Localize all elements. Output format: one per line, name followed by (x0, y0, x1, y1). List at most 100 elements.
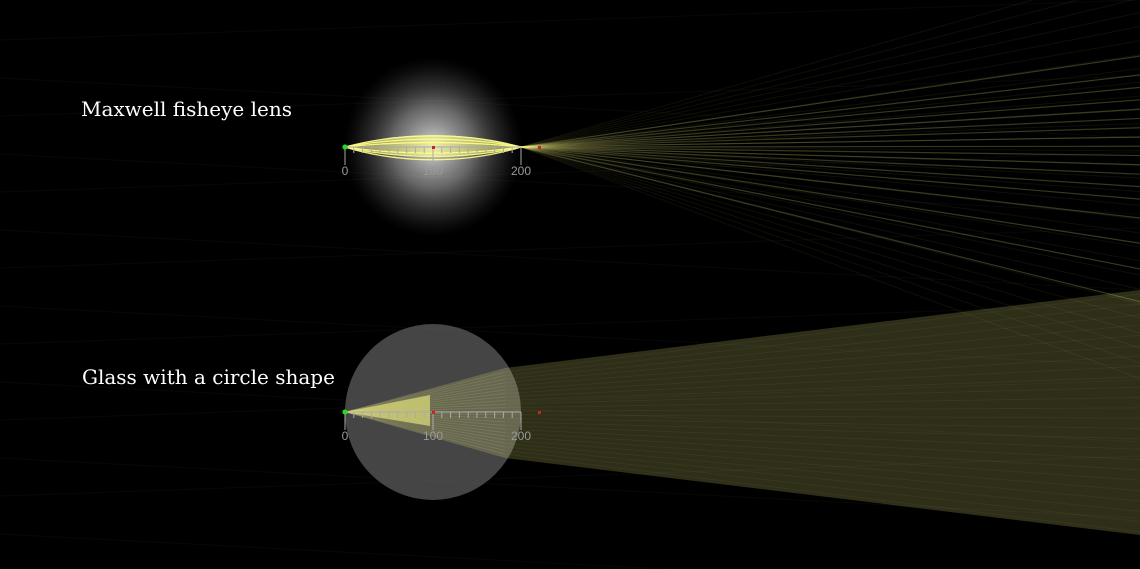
ray (504, 324, 1140, 384)
ray (504, 396, 1140, 409)
ray (344, 371, 506, 413)
ray (520, 26, 1140, 148)
tick-label-200: 200 (511, 429, 531, 443)
tick-label-200: 200 (511, 164, 531, 178)
ray (520, 146, 1140, 380)
ray (504, 386, 1140, 405)
ray (520, 86, 1140, 148)
ray (520, 146, 1140, 303)
ray (344, 411, 506, 455)
ray (520, 146, 1140, 234)
ray (520, 122, 1140, 148)
ray (520, 127, 1140, 148)
panel-maxwell-fisheye: 0 100 200 (342, 0, 1140, 380)
focus-marker (432, 411, 435, 414)
ray (504, 345, 1140, 391)
focus-marker (538, 411, 541, 414)
ray (504, 355, 1140, 394)
ray (344, 411, 506, 451)
ray (520, 146, 1140, 165)
ray (520, 136, 1140, 148)
ray (504, 439, 1140, 492)
ray (520, 109, 1140, 148)
ray (344, 400, 506, 413)
ruler-fisheye: 0 100 200 (342, 146, 531, 178)
ray (344, 396, 506, 413)
ray (504, 376, 1140, 402)
ray (520, 146, 1140, 248)
ray (344, 378, 506, 413)
tick-label-100: 100 (423, 429, 443, 443)
ray (504, 365, 1140, 398)
ray-beam-inner (345, 395, 430, 426)
ray (520, 136, 1140, 148)
panel-title-maxwell: Maxwell fisheye lens (81, 97, 292, 121)
ray (504, 314, 1140, 380)
ray (520, 146, 1140, 175)
focus-marker (432, 146, 435, 149)
ray (504, 442, 1140, 502)
background-line (0, 0, 1140, 40)
ray (520, 0, 1035, 148)
panel-glass-circle: 0 100 200 (342, 290, 1140, 535)
ray (520, 146, 1140, 220)
background-line (0, 78, 1140, 138)
ray (520, 146, 1140, 305)
ruler-minor-ticks (344, 147, 522, 165)
tick-label-100: 100 (423, 164, 443, 178)
ray (520, 0, 1081, 148)
tick-label-0: 0 (342, 164, 349, 178)
ray (520, 68, 1140, 148)
ray (520, 146, 1140, 188)
light-source-point[interactable] (342, 409, 348, 415)
ray (504, 414, 1140, 419)
ray (344, 375, 506, 413)
ray (504, 293, 1140, 373)
light-source-point[interactable] (342, 144, 348, 150)
ray (520, 81, 1140, 148)
ray (520, 146, 1140, 166)
ray (344, 389, 506, 413)
background-line (0, 534, 1140, 569)
ray (520, 146, 1140, 193)
panel-title-glass-circle: Glass with a circle shape (82, 365, 335, 389)
tick-label-0: 0 (342, 429, 349, 443)
ray-bundle-glass (344, 290, 1140, 535)
ray (504, 424, 1140, 450)
ray (504, 432, 1140, 471)
ray (520, 146, 1140, 334)
ray (504, 334, 1140, 387)
ray (344, 403, 506, 413)
ray (504, 421, 1140, 440)
ray (520, 146, 1140, 290)
ray-beam-outer (345, 290, 1140, 535)
ray (520, 40, 1140, 148)
ray (520, 146, 1140, 349)
background-line (0, 228, 1140, 268)
ray (520, 0, 1135, 148)
focus-marker (538, 146, 541, 149)
ray (520, 99, 1140, 148)
ray (504, 446, 1140, 512)
ray (520, 11, 1140, 148)
ray (520, 146, 1140, 179)
ray (520, 95, 1140, 148)
ray (520, 146, 1140, 200)
ray (504, 453, 1140, 533)
ray (520, 146, 1140, 244)
ray (520, 146, 1140, 219)
ray (520, 146, 1140, 206)
ruler-minor-ticks (344, 412, 522, 430)
ray (504, 428, 1140, 461)
ray (504, 435, 1140, 481)
ray (520, 146, 1140, 270)
ray (520, 117, 1140, 148)
ray (520, 55, 1140, 148)
ray (520, 108, 1140, 148)
ray (520, 146, 1140, 262)
ray (520, 146, 1140, 364)
ray (520, 54, 1140, 148)
ray (344, 407, 506, 413)
ray (344, 385, 506, 413)
